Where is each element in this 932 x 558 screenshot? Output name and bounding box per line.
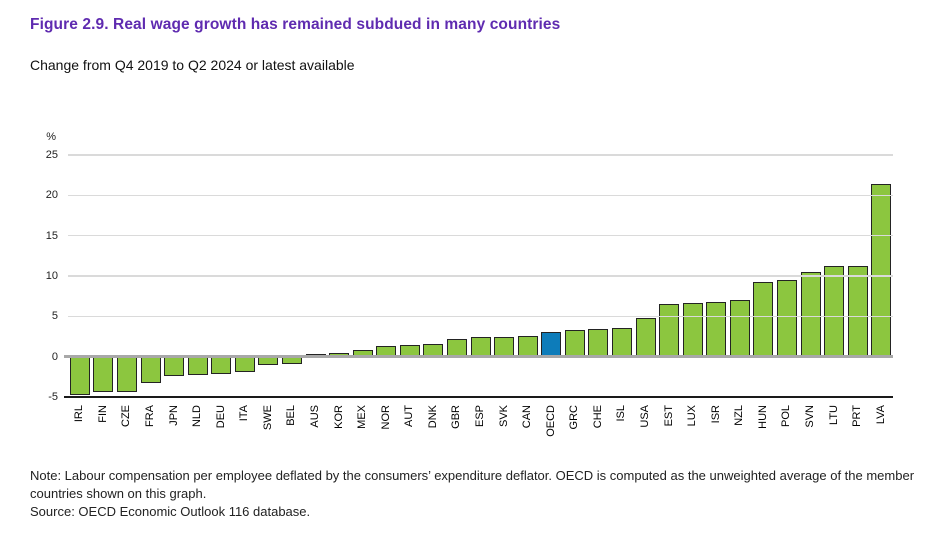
x-label-svk: SVK xyxy=(497,405,510,428)
y-tick-label-5: 5 xyxy=(51,310,58,323)
x-label-lux: LUX xyxy=(686,405,699,427)
bar-jpn xyxy=(164,356,185,377)
bar-can xyxy=(517,335,538,357)
x-label-svn: SVN xyxy=(804,405,816,428)
figure-subtitle: Change from Q4 2019 to Q2 2024 or latest… xyxy=(30,57,355,73)
y-tick-label-0: 0 xyxy=(51,350,58,363)
x-label-prt: PRT xyxy=(851,405,864,427)
bar-chart-plot-area xyxy=(64,154,893,398)
bar-lux xyxy=(682,302,703,357)
x-label-mex: MEX xyxy=(356,405,369,429)
x-label-nld: NLD xyxy=(191,405,204,428)
x-label-cze: CZE xyxy=(120,405,133,427)
x-label-nor: NOR xyxy=(379,405,392,430)
bar-nzl xyxy=(729,300,750,357)
bar-hun xyxy=(753,281,774,357)
x-label-hun: HUN xyxy=(756,405,769,429)
bar-pol xyxy=(776,280,797,357)
x-label-ltu: LTU xyxy=(827,405,840,425)
zero-gridline xyxy=(64,355,893,359)
x-label-esp: ESP xyxy=(474,405,486,428)
x-label-can: CAN xyxy=(521,405,534,429)
x-axis-line xyxy=(64,396,893,398)
bar-lva xyxy=(871,184,892,357)
bar-oecd xyxy=(541,332,562,357)
y-tick-label-20: 20 xyxy=(45,189,58,202)
x-label-grc: GRC xyxy=(568,405,581,430)
x-label-deu: DEU xyxy=(214,405,227,429)
x-label-fra: FRA xyxy=(144,405,156,427)
bar-nld xyxy=(187,356,208,376)
x-label-usa: USA xyxy=(639,405,651,428)
y-tick-label-25: 25 xyxy=(45,149,58,161)
y-axis-tick-labels: 25 20 15 10 5 0 -5 xyxy=(0,149,58,403)
note-text: Note: Labour compensation per employee d… xyxy=(30,468,915,501)
bar-isl xyxy=(611,328,632,357)
x-label-fin: FIN xyxy=(96,405,109,423)
x-label-isl: ISL xyxy=(615,405,628,422)
bar-che xyxy=(588,329,609,357)
bar-svn xyxy=(800,271,821,357)
x-label-isr: ISR xyxy=(709,405,722,424)
y-axis-unit-label: % xyxy=(46,131,56,143)
x-axis-country-labels: IRL FIN CZE FRA JPN NLD DEU ITA SWE BEL AUS KOR MEX N… xyxy=(68,403,893,455)
source-text: Source: OECD Economic Outlook 116 databa… xyxy=(30,504,311,519)
figure-footnotes: Note: Labour compensation per employee d… xyxy=(30,467,922,521)
y-tick-label-15: 15 xyxy=(45,229,58,242)
bar-prt xyxy=(847,266,868,357)
x-label-jpn: JPN xyxy=(167,405,180,426)
y-tick-label-10: 10 xyxy=(45,270,58,282)
gridline-10 xyxy=(68,275,893,277)
gridline-15 xyxy=(68,234,893,237)
x-label-oecd: OECD xyxy=(544,405,557,437)
x-label-bel: BEL xyxy=(285,405,298,426)
bar-fin xyxy=(93,356,114,393)
x-label-kor: KOR xyxy=(332,405,345,429)
y-tick-label--5: -5 xyxy=(48,391,58,403)
gridline-20 xyxy=(68,194,893,197)
bar-fra xyxy=(140,356,161,384)
bar-ita xyxy=(234,356,255,372)
x-label-aus: AUS xyxy=(309,405,321,428)
x-label-che: CHE xyxy=(591,405,604,429)
x-label-ita: ITA xyxy=(238,405,251,422)
bar-grc xyxy=(564,330,585,357)
bar-usa xyxy=(635,317,656,357)
figure-title: Figure 2.9. Real wage growth has remaine… xyxy=(30,16,561,33)
bar-esp xyxy=(470,337,491,357)
bar-est xyxy=(659,304,680,357)
x-label-dnk: DNK xyxy=(426,405,439,429)
bar-isr xyxy=(706,301,727,357)
gridline-5 xyxy=(68,315,893,318)
x-label-est: EST xyxy=(662,405,675,427)
bar-svk xyxy=(494,336,515,357)
bar-irl xyxy=(69,356,90,395)
bar-deu xyxy=(211,356,232,374)
bar-cze xyxy=(116,356,137,393)
x-label-aut: AUT xyxy=(403,405,416,427)
x-label-lva: LVA xyxy=(874,405,887,425)
x-label-nzl: NZL xyxy=(733,405,746,426)
x-label-gbr: GBR xyxy=(450,405,463,429)
bar-ltu xyxy=(824,266,845,357)
bar-gbr xyxy=(446,338,467,357)
x-label-swe: SWE xyxy=(261,405,274,431)
gridline-25 xyxy=(68,154,893,156)
x-label-irl: IRL xyxy=(73,405,86,423)
x-label-pol: POL xyxy=(780,405,793,428)
